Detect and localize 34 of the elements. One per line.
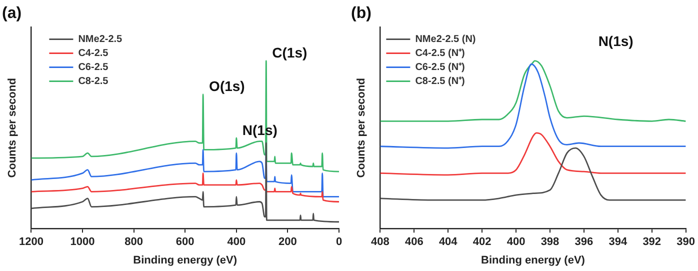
annotation: O(1s) — [209, 78, 245, 94]
annotation: C(1s) — [272, 44, 308, 61]
legend-label: C6-2.5 (N⁺) — [415, 62, 465, 73]
x-tick-label: 600 — [176, 236, 194, 248]
y-axis-title: Counts per second — [356, 78, 368, 178]
x-tick-label: 200 — [278, 236, 297, 248]
chart-title: (a) — [2, 5, 22, 22]
x-tick-label: 400 — [506, 236, 526, 248]
legend-label: C6-2.5 — [78, 62, 109, 73]
x-tick-label: 406 — [404, 236, 424, 248]
x-tick-label: 800 — [124, 236, 143, 248]
x-tick-label: 400 — [227, 236, 246, 248]
x-tick-label: 402 — [472, 236, 492, 248]
legend-label: C8-2.5 (N⁺) — [415, 76, 465, 87]
x-tick-label: 0 — [336, 236, 342, 248]
x-tick-label: 394 — [608, 236, 628, 248]
legend-label: C8-2.5 — [78, 76, 109, 87]
x-tick-label: 408 — [371, 236, 390, 248]
x-tick-label: 396 — [574, 236, 594, 248]
chart-title: (b) — [351, 5, 372, 22]
legend-label: NMe2-2.5 (N) — [415, 34, 476, 45]
legend-label: NMe2-2.5 — [78, 34, 123, 45]
legend-label: C4-2.5 (N⁺) — [415, 48, 465, 59]
x-tick-label: 1200 — [18, 236, 44, 248]
x-tick-label: 1000 — [70, 236, 95, 248]
x-tick-label: 398 — [540, 236, 560, 248]
legend-label: C4-2.5 — [78, 48, 109, 59]
y-axis-title: Counts per second — [6, 78, 19, 178]
x-tick-label: 404 — [438, 236, 458, 248]
x-axis-title: Binding energy (eV) — [481, 254, 586, 266]
text: N(1s) — [598, 33, 634, 50]
x-axis-title: Binding energy (eV) — [133, 254, 238, 266]
x-tick-label: 390 — [676, 236, 696, 248]
x-tick-label: 392 — [642, 236, 662, 248]
